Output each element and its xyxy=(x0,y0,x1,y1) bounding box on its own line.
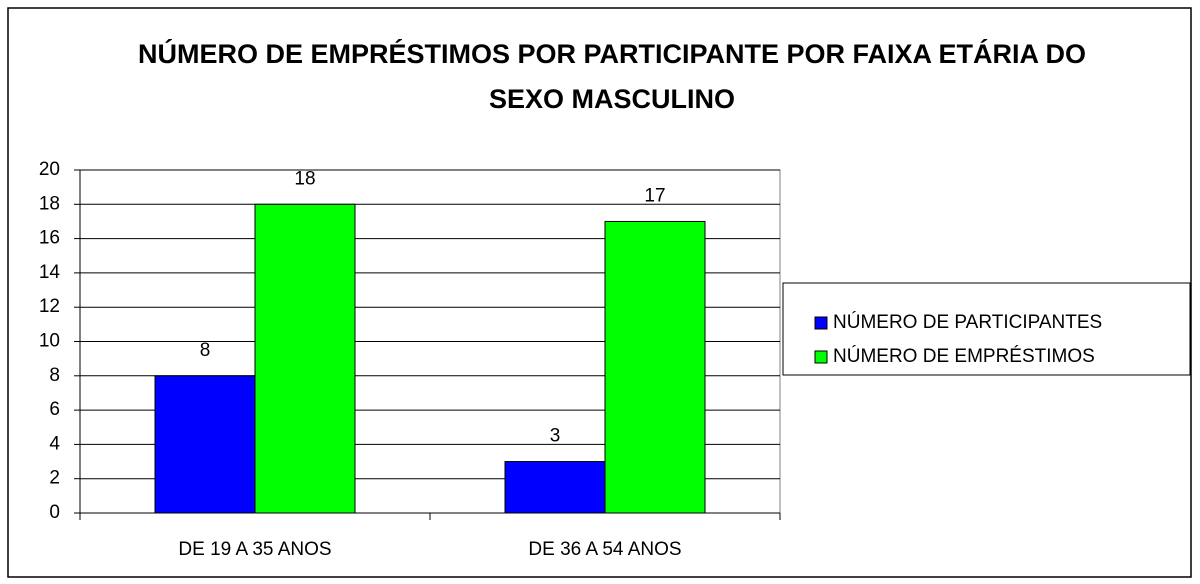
data-label: 17 xyxy=(644,185,665,206)
y-tick-label: 10 xyxy=(39,331,60,352)
y-tick-label: 2 xyxy=(49,468,60,489)
y-tick-label: 0 xyxy=(49,502,60,523)
y-tick-label: 12 xyxy=(39,296,60,317)
legend-swatch xyxy=(814,350,828,364)
y-tick-label: 6 xyxy=(49,399,60,420)
bar xyxy=(604,220,706,514)
legend-label: NÚMERO DE PARTICIPANTES xyxy=(833,311,1102,333)
y-tick-label: 18 xyxy=(39,193,60,214)
y-tick-label: 16 xyxy=(39,228,60,249)
bar xyxy=(504,461,606,514)
data-label: 18 xyxy=(294,168,315,189)
y-tick-label: 8 xyxy=(49,365,60,386)
bar xyxy=(254,203,356,514)
y-tick-label: 14 xyxy=(39,262,61,283)
legend-label: NÚMERO DE EMPRÉSTIMOS xyxy=(833,345,1095,367)
bar xyxy=(154,375,256,514)
x-tick-label: DE 36 A 54 ANOS xyxy=(528,539,681,560)
x-tick-label: DE 19 A 35 ANOS xyxy=(178,539,331,560)
y-tick-label: 20 xyxy=(39,159,60,180)
legend-box xyxy=(782,282,1191,376)
legend-swatch xyxy=(814,316,828,330)
chart-title: NÚMERO DE EMPRÉSTIMOS POR PARTICIPANTE P… xyxy=(137,39,1087,114)
y-tick-label: 4 xyxy=(49,433,60,454)
data-label: 3 xyxy=(550,426,561,447)
data-label: 8 xyxy=(200,340,211,361)
